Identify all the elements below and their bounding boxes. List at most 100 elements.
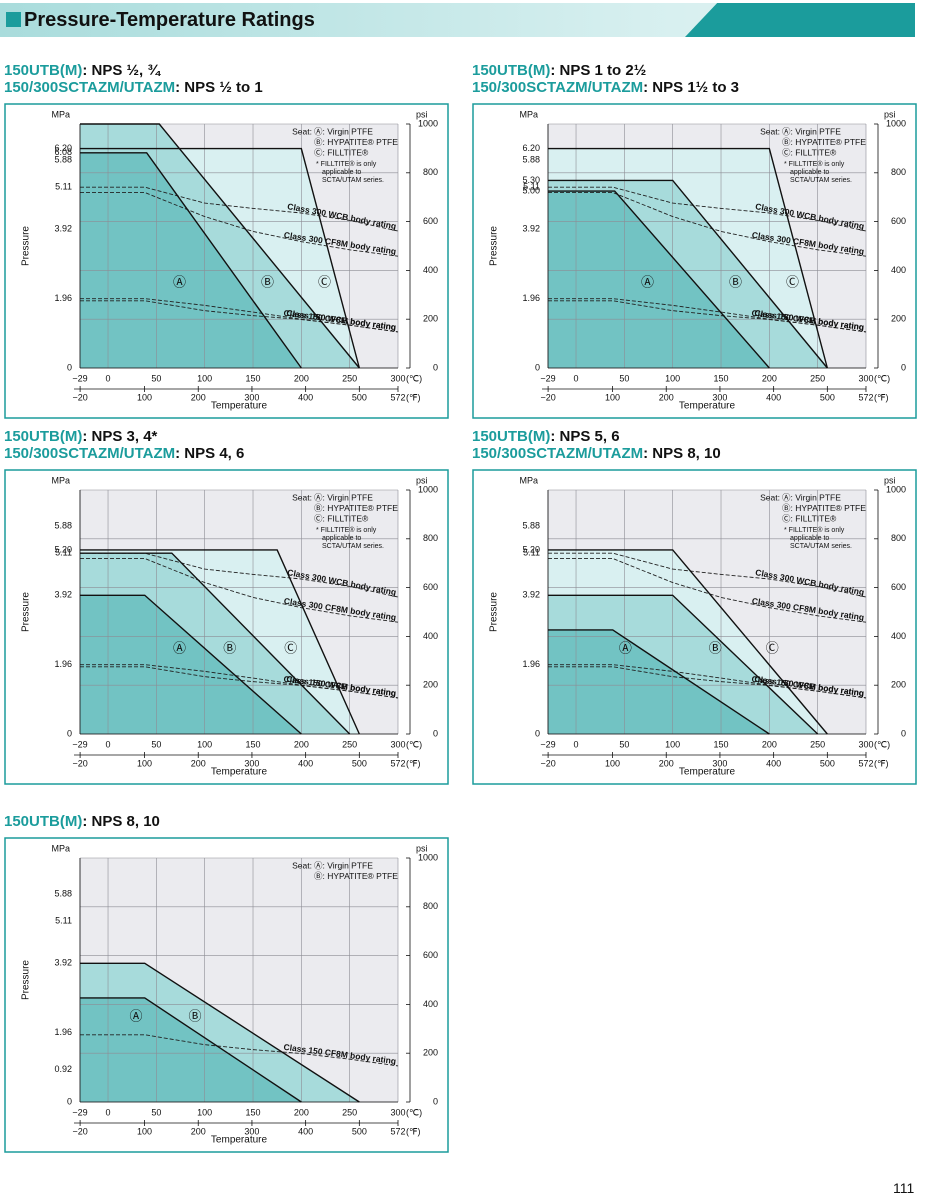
seat-rating-line [80, 123, 360, 369]
x2-tick-label: 200 [659, 392, 674, 402]
y2-tick-label: 600 [891, 582, 906, 592]
x-tick-label: 200 [294, 373, 309, 383]
y-tick-label: 0 [535, 362, 540, 372]
x-tick-label: 200 [762, 373, 777, 383]
seat-rating-line [548, 549, 828, 735]
x-tick-label: 0 [106, 739, 111, 749]
legend-title: Seat: [292, 126, 312, 136]
y-tick-label: 5.88 [54, 154, 72, 164]
legend-entry: Ⓐ: Virgin PTFE [314, 492, 373, 502]
x-tick-label: 50 [151, 1107, 161, 1117]
body-rating-line [548, 186, 867, 232]
y-tick-label: 3.92 [522, 590, 540, 600]
title-icon [6, 12, 21, 27]
body-rating-line [548, 666, 867, 699]
legend-entry: Ⓑ: HYPATITE® PTFE [314, 137, 398, 147]
y-tick-label: 1.96 [54, 1027, 72, 1037]
x-tick-label: 50 [619, 739, 629, 749]
seat-region [548, 191, 770, 368]
title-bar: Pressure-Temperature Ratings [0, 3, 915, 37]
y2-tick-label: 200 [891, 680, 906, 690]
x2-tick-label: 572 [390, 392, 405, 402]
y2-tick-label: 800 [423, 167, 438, 177]
y-tick-label: 3.92 [54, 590, 72, 600]
body-rating-line [80, 1034, 399, 1067]
x-tick-label: 300 [390, 739, 405, 749]
x-tick-label: 100 [197, 1107, 212, 1117]
y2-tick-label: 400 [423, 999, 438, 1009]
x-tick-label: 200 [294, 1107, 309, 1117]
region-label: Ⓐ [619, 641, 632, 656]
seat-region [80, 152, 302, 368]
page-number: 111 [893, 1180, 915, 1196]
x-tick-label: 150 [245, 1107, 260, 1117]
x2-tick-label: 100 [605, 758, 620, 768]
x-tick-label: 250 [810, 739, 825, 749]
y-tick-label: 5.88 [54, 888, 72, 898]
legend-title: Seat: [760, 492, 780, 502]
region-label: Ⓒ [318, 275, 331, 290]
x-axis-label: Temperature [211, 767, 268, 778]
x-unit: (℃) [406, 373, 422, 383]
y2-tick-label: 400 [423, 265, 438, 275]
x-tick-label: 150 [713, 373, 728, 383]
x-unit: (℃) [406, 739, 422, 749]
y-tick-label: 5.11 [55, 548, 72, 558]
y-tick-label: 0 [67, 362, 72, 372]
y-axis-label: Pressure [489, 226, 500, 266]
x-tick-label: 150 [713, 739, 728, 749]
region-label: Ⓐ [130, 1009, 143, 1024]
y2-unit: psi [416, 475, 428, 485]
x-tick-label: 50 [151, 739, 161, 749]
y2-tick-label: 800 [423, 533, 438, 543]
heading-model: 150UTB(M) [472, 62, 551, 79]
heading-model: 150UTB(M) [4, 428, 83, 445]
y-axis-label: Pressure [21, 592, 32, 632]
chart-heading: 150UTB(M): NPS 8, 10 [4, 813, 449, 830]
body-rating-line [548, 300, 867, 333]
x2-tick-label: 100 [137, 392, 152, 402]
legend-entry: Ⓑ: HYPATITE® PTFE [782, 503, 866, 513]
y2-tick-label: 200 [423, 1048, 438, 1058]
heading-model: 150/300SCTAZM/UTAZM [4, 79, 176, 96]
x-tick-label: 300 [858, 739, 873, 749]
y2-tick-label: 0 [901, 728, 906, 738]
heading-size: : NPS 8, 10 [643, 445, 721, 462]
y-tick-label: 1.96 [522, 659, 540, 669]
body-rating-line [548, 552, 867, 598]
y-tick-label: 6.08 [54, 147, 72, 157]
y-unit: MPa [51, 475, 70, 485]
seat-rating-line [80, 962, 360, 1103]
x2-unit: (℉) [406, 1126, 421, 1136]
x2-tick-label: 200 [659, 758, 674, 768]
seat-rating-line [80, 549, 360, 735]
chart-heading: 150UTB(M): NPS 1 to 2½ [472, 62, 917, 79]
region-label: Ⓐ [641, 275, 654, 290]
body-rating-line [548, 558, 867, 623]
seat-rating-line [548, 179, 828, 369]
legend-note: * FILLTITE® is only [316, 526, 377, 534]
y-tick-label: 5.30 [522, 175, 540, 185]
x-tick-label: 150 [245, 739, 260, 749]
y-tick-label: 5.11 [55, 916, 72, 926]
y2-tick-label: 200 [891, 314, 906, 324]
x-tick-label: 0 [574, 739, 579, 749]
chart-panel: 150UTB(M): NPS 1 to 2½ 150/300SCTAZM/UTAZ… [472, 62, 917, 419]
x-tick-label: 50 [151, 373, 161, 383]
y-tick-label: 5.11 [55, 182, 72, 192]
y-tick-label: 1.96 [522, 293, 540, 303]
x-tick-label: 200 [762, 739, 777, 749]
y2-unit: psi [416, 109, 428, 119]
seat-rating-line [80, 594, 302, 735]
x2-tick-label: 400 [298, 1126, 313, 1136]
heading-model: 150UTB(M) [4, 813, 83, 830]
y2-tick-label: 400 [423, 631, 438, 641]
heading-model: 150/300SCTAZM/UTAZM [472, 79, 644, 96]
x2-tick-label: 300 [244, 392, 259, 402]
y-unit: MPa [51, 109, 70, 119]
x2-tick-label: 572 [858, 758, 873, 768]
region-label: Ⓐ [173, 641, 186, 656]
x2-unit: (℉) [406, 758, 421, 768]
